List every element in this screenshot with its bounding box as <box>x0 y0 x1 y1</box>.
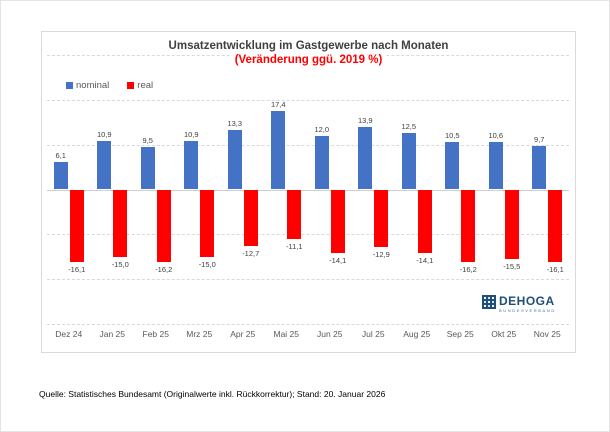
gridline <box>47 99 569 101</box>
gridline <box>47 279 569 281</box>
bar-label-real: -11,1 <box>285 242 303 252</box>
bar-real <box>461 189 476 263</box>
category-label: Dez 24 <box>55 329 83 339</box>
category-label: Nov 25 <box>533 329 561 339</box>
legend-swatch-real <box>127 82 135 89</box>
chart-subtitle: (Veränderung ggü. 2019 %) <box>42 53 575 67</box>
bar-nominal <box>488 141 503 190</box>
gridline <box>47 144 569 146</box>
category-label: Mrz 25 <box>186 329 213 339</box>
category-label: Apr 25 <box>230 329 256 339</box>
category-label: Mai 25 <box>273 329 299 339</box>
gridline <box>47 324 569 325</box>
bar-label-nominal: 9,7 <box>534 135 545 144</box>
bar-nominal <box>314 135 329 190</box>
bar-nominal <box>53 162 68 190</box>
bar-label-nominal: 10,5 <box>444 131 460 141</box>
bar-label-real: -16,1 <box>68 264 86 274</box>
bar-label-real: -14,1 <box>329 255 347 265</box>
bar-label-nominal: 6,1 <box>55 151 66 161</box>
bar-real <box>417 189 432 253</box>
bar-label-nominal: 13,3 <box>227 118 243 128</box>
category-label: Jan 25 <box>99 329 126 339</box>
dehoga-logo: DEHOGA BUNDESVERBAND <box>482 295 556 314</box>
bar-nominal <box>140 146 155 190</box>
bar-label-real: -16,1 <box>546 264 564 274</box>
category-label: Sep 25 <box>446 329 474 339</box>
bar-label-nominal: 13,9 <box>357 116 373 126</box>
bar-label-real: -15,5 <box>503 261 521 271</box>
bar-label-nominal: 10,6 <box>488 130 504 140</box>
legend-swatch-nominal <box>66 82 73 89</box>
bar-real <box>243 189 258 247</box>
chart-title: Umsatzentwicklung im Gastgewerbe nach Mo… <box>42 39 575 53</box>
legend-item-nominal: nominal <box>66 80 109 91</box>
bar-nominal <box>271 111 286 190</box>
bar-label-nominal: 10,9 <box>183 129 199 139</box>
bar-nominal <box>184 140 199 190</box>
bar-nominal <box>401 133 416 190</box>
category-label: Okt 25 <box>491 329 517 339</box>
bar-label-real: -15,0 <box>198 259 216 269</box>
bar-label-real: -12,7 <box>242 249 260 259</box>
dehoga-logo-name: DEHOGA <box>499 294 555 308</box>
source-note: Quelle: Statistisches Bundesamt (Origina… <box>39 389 386 399</box>
bar-label-real: -14,1 <box>416 255 434 265</box>
bar-nominal <box>532 146 547 190</box>
bar-real <box>156 189 171 263</box>
category-label: Jun 25 <box>316 329 343 339</box>
bar-real <box>200 189 215 257</box>
bar-real <box>548 189 563 262</box>
bar-nominal <box>97 140 112 190</box>
bar-label-real: -15,0 <box>111 259 129 269</box>
bar-label-nominal: 17,4 <box>270 100 286 110</box>
legend-label-nominal: nominal <box>76 80 110 91</box>
bar-label-nominal: 12,0 <box>314 124 330 134</box>
bar-label-real: -16,2 <box>459 265 477 275</box>
legend-item-real: real <box>127 80 153 91</box>
bar-label-nominal: 10,9 <box>96 129 112 139</box>
bar-label-nominal: 12,5 <box>401 122 417 132</box>
category-label: Jul 25 <box>361 329 385 339</box>
bar-nominal <box>227 129 242 190</box>
bar-real <box>113 189 128 257</box>
bar-label-nominal: 9,5 <box>142 135 153 145</box>
category-label: Feb 25 <box>142 329 169 339</box>
bar-nominal <box>358 127 373 190</box>
category-label: Aug 25 <box>403 329 431 339</box>
dehoga-logo-subtext: BUNDESVERBAND <box>499 308 556 313</box>
dehoga-logo-icon <box>482 295 496 314</box>
legend: nominal real <box>66 80 153 91</box>
bar-real <box>69 189 84 262</box>
bar-real <box>374 189 389 248</box>
chart-subtitle-text: (Veränderung ggü. 2019 %) <box>230 54 387 66</box>
gridline <box>47 234 569 236</box>
chart: Umsatzentwicklung im Gastgewerbe nach Mo… <box>41 31 576 353</box>
bar-real <box>287 189 302 240</box>
legend-label-real: real <box>137 80 154 91</box>
bar-real <box>504 189 519 259</box>
bar-label-real: -16,2 <box>155 265 173 275</box>
bar-real <box>330 189 345 253</box>
bar-nominal <box>445 142 460 190</box>
bar-label-real: -12,9 <box>372 250 390 260</box>
zero-axis-line <box>47 189 569 191</box>
